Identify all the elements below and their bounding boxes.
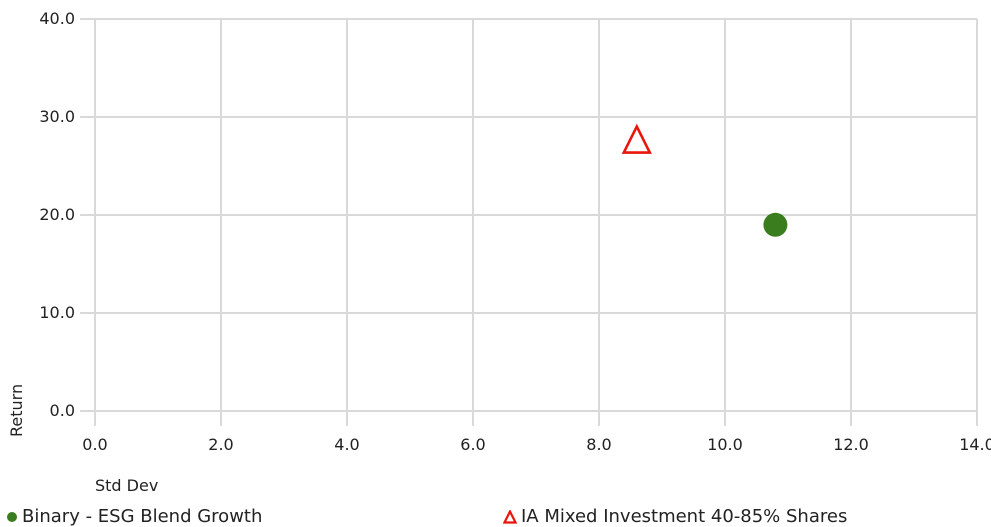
circle-marker-icon (7, 511, 17, 522)
data-points (621, 123, 788, 237)
x-tick-label: 14.0 (959, 435, 991, 454)
x-tick-label: 12.0 (833, 435, 869, 454)
legend-item-series-1: Binary - ESG Blend Growth (6, 506, 262, 527)
data-point-ia-mixed-investment (621, 123, 652, 154)
triangle-marker-icon (503, 509, 517, 524)
x-tick-label: 8.0 (586, 435, 611, 454)
x-tick-label: 4.0 (334, 435, 359, 454)
x-tick-label: 10.0 (707, 435, 743, 454)
y-tick-label: 40.0 (39, 9, 75, 28)
legend-label-series-2: IA Mixed Investment 40-85% Shares (521, 506, 848, 527)
tick-labels: 0.0 10.0 20.0 30.0 40.0 0.0 2.0 4.0 6.0 8.0 10.0 12… (39, 9, 991, 454)
y-tick-label: 20.0 (39, 205, 75, 224)
x-tick-label: 6.0 (460, 435, 485, 454)
y-tick-label: 10.0 (39, 303, 75, 322)
x-tick-label: 0.0 (82, 435, 107, 454)
legend: Binary - ESG Blend Growth IA Mixed Inves… (0, 506, 991, 527)
y-tick-label: 0.0 (50, 401, 75, 420)
y-axis-label: Return (7, 384, 26, 437)
data-point-binary-esg-blend-growth (763, 212, 788, 237)
x-tick-label: 2.0 (208, 435, 233, 454)
y-tick-label: 30.0 (39, 107, 75, 126)
x-axis-label: Std Dev (95, 476, 158, 495)
legend-item-series-2: IA Mixed Investment 40-85% Shares (503, 506, 847, 527)
scatter-chart: 0.0 10.0 20.0 30.0 40.0 0.0 2.0 4.0 6.0 8.0 10.0 12… (7, 9, 991, 495)
legend-label-series-1: Binary - ESG Blend Growth (22, 506, 263, 527)
gridlines (80, 18, 978, 426)
